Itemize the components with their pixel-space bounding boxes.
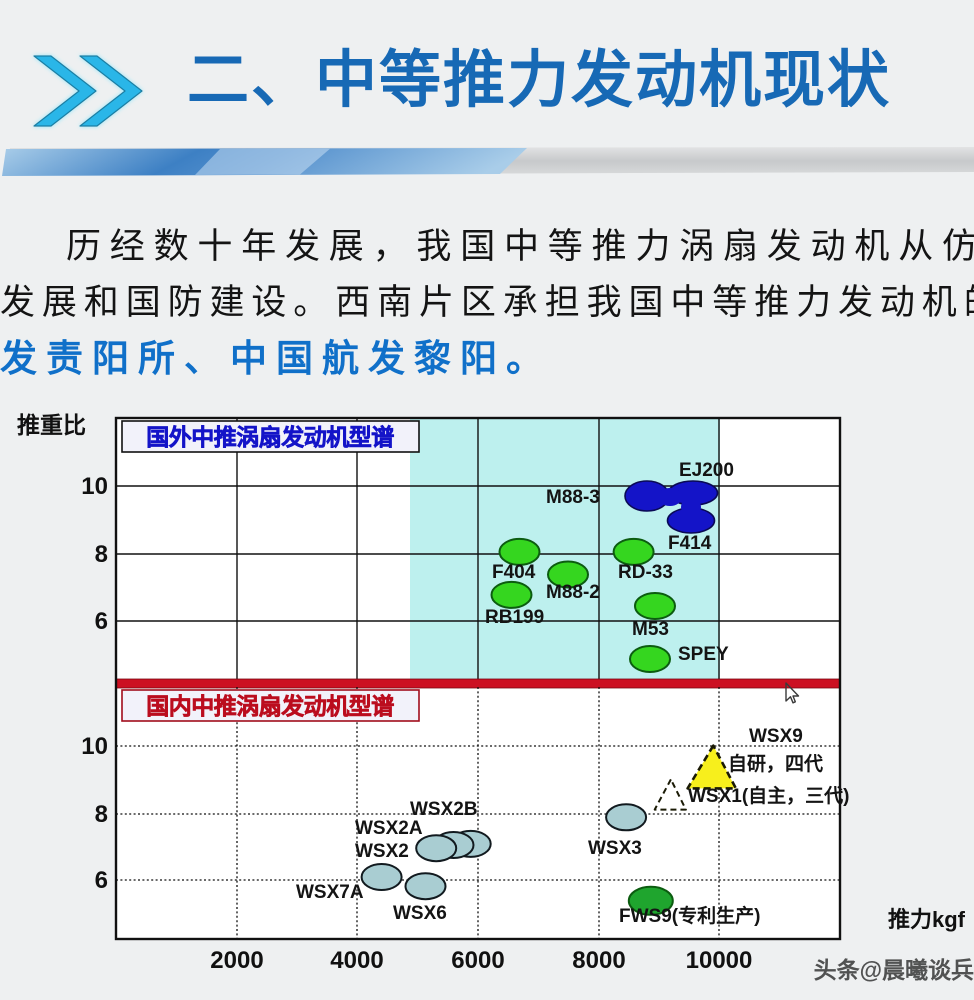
svg-text:推力kgf: 推力kgf	[888, 907, 966, 932]
svg-text:WSX2A: WSX2A	[355, 818, 423, 839]
svg-text:6: 6	[95, 867, 108, 894]
svg-text:6: 6	[95, 608, 108, 635]
svg-text:10000: 10000	[686, 947, 753, 974]
svg-text:8: 8	[95, 801, 108, 828]
svg-text:6000: 6000	[451, 947, 504, 974]
svg-text:4000: 4000	[330, 947, 383, 974]
svg-text:EJ200: EJ200	[679, 460, 734, 481]
svg-text:RB199: RB199	[485, 607, 544, 628]
svg-text:M53: M53	[632, 619, 669, 640]
svg-text:头条@晨曦谈兵: 头条@晨曦谈兵	[814, 957, 974, 983]
svg-text:WSX3: WSX3	[588, 838, 642, 859]
svg-text:国内中推涡扇发动机型谱: 国内中推涡扇发动机型谱	[146, 693, 394, 719]
svg-text:SPEY: SPEY	[678, 644, 729, 665]
svg-text:2000: 2000	[210, 947, 263, 974]
svg-text:10: 10	[81, 733, 108, 760]
svg-text:RD-33: RD-33	[618, 562, 673, 583]
svg-text:自研，四代: 自研，四代	[728, 752, 823, 775]
svg-text:WSX6: WSX6	[393, 903, 447, 924]
svg-text:10: 10	[81, 473, 108, 500]
svg-text:F404: F404	[492, 562, 536, 583]
svg-text:8: 8	[95, 541, 108, 568]
svg-text:WSX7A: WSX7A	[296, 882, 364, 903]
svg-text:WSX1(自主，三代): WSX1(自主，三代)	[688, 784, 850, 807]
svg-text:WSX2: WSX2	[355, 841, 409, 862]
svg-text:FWS9(专利生产): FWS9(专利生产)	[619, 904, 760, 927]
svg-text:国外中推涡扇发动机型谱: 国外中推涡扇发动机型谱	[146, 424, 394, 450]
svg-text:8000: 8000	[572, 947, 625, 974]
svg-text:推重比: 推重比	[17, 412, 86, 438]
svg-text:WSX9: WSX9	[749, 726, 803, 747]
svg-text:M88-3: M88-3	[546, 487, 600, 508]
svg-text:M88-2: M88-2	[546, 582, 600, 603]
svg-text:WSX2B: WSX2B	[410, 799, 478, 820]
svg-text:F414: F414	[668, 533, 712, 554]
